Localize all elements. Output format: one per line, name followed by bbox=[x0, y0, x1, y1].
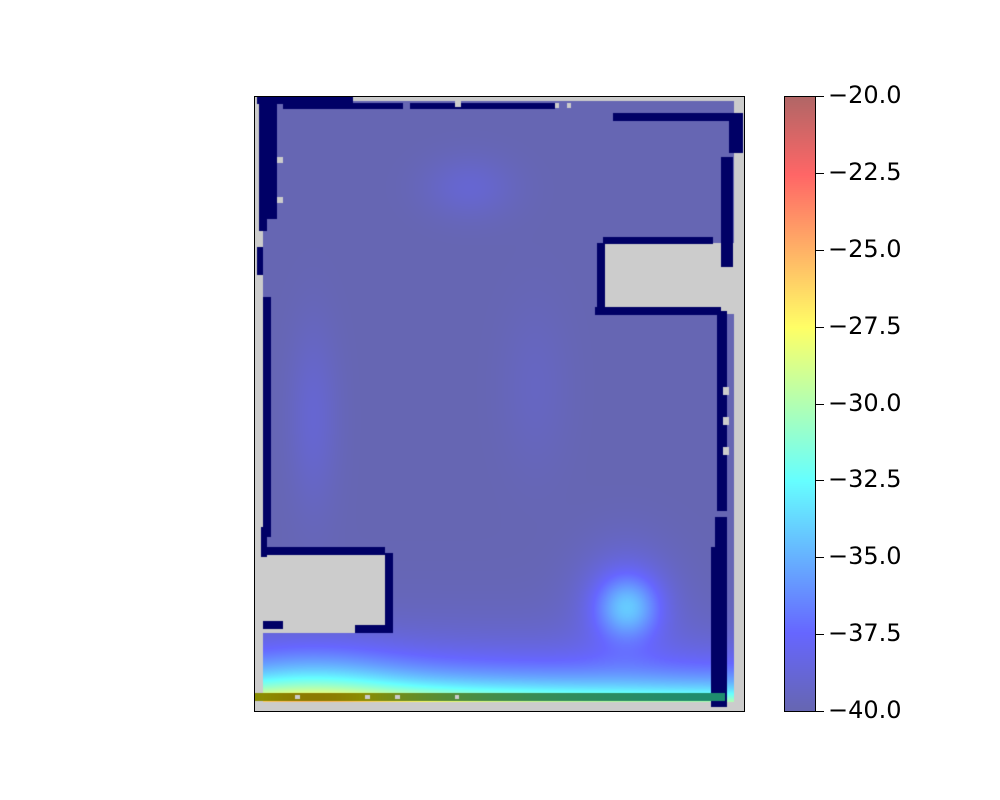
colorbar-tick-label: −32.5 bbox=[828, 465, 902, 493]
heatmap-axes bbox=[254, 96, 745, 712]
colorbar-tick bbox=[816, 96, 824, 97]
colorbar-tick bbox=[816, 327, 824, 328]
colorbar-tick-label: −25.0 bbox=[828, 235, 902, 263]
colorbar-tick bbox=[816, 634, 824, 635]
colorbar-tick-label: −27.5 bbox=[828, 312, 902, 340]
colorbar-tick bbox=[816, 480, 824, 481]
colorbar-tick bbox=[816, 404, 824, 405]
colorbar-tick bbox=[816, 557, 824, 558]
colorbar-tick bbox=[816, 711, 824, 712]
colorbar-tick-label: −40.0 bbox=[828, 696, 902, 724]
colorbar-gradient bbox=[785, 97, 815, 711]
colorbar-tick-label: −35.0 bbox=[828, 542, 902, 570]
colorbar-tick bbox=[816, 173, 824, 174]
colorbar-tick-label: −37.5 bbox=[828, 619, 902, 647]
colorbar-tick bbox=[816, 250, 824, 251]
signal-heatmap bbox=[255, 97, 744, 711]
colorbar-tick-label: −22.5 bbox=[828, 158, 902, 186]
colorbar-tick-label: −20.0 bbox=[828, 81, 902, 109]
colorbar-tick-label: −30.0 bbox=[828, 389, 902, 417]
colorbar bbox=[784, 96, 816, 712]
